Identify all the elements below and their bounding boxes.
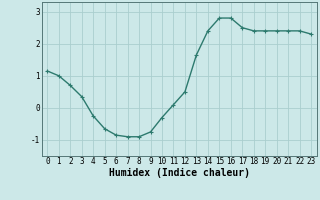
X-axis label: Humidex (Indice chaleur): Humidex (Indice chaleur)	[109, 168, 250, 178]
